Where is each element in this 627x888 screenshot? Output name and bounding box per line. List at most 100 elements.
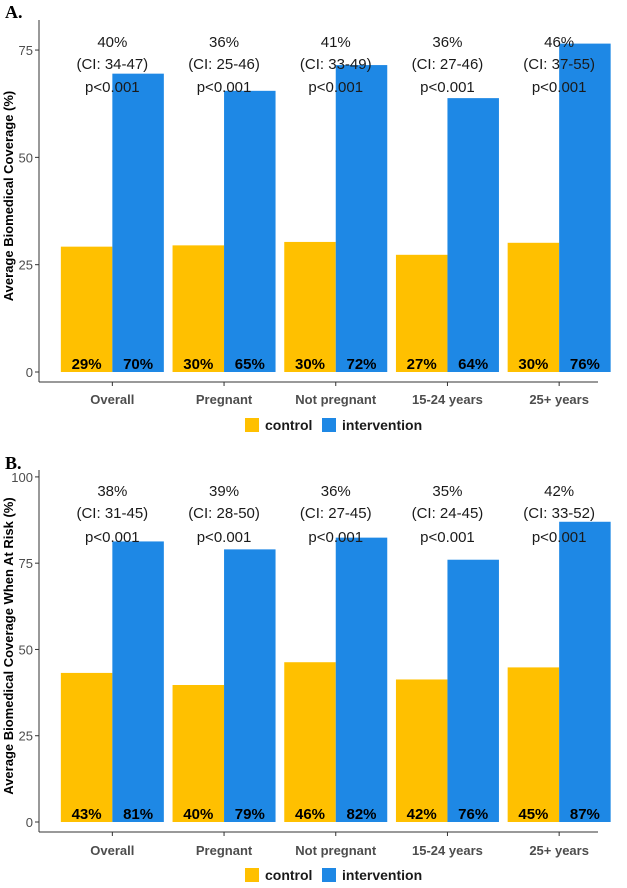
panel-a-chart: A. 0 25 50 75 Average Biomedical Coverage (%)…: [1, 2, 611, 433]
bar-value-label: 79%: [235, 806, 265, 823]
annotation-ci: (CI: 28-50): [188, 505, 260, 522]
x-tick-label: Not pregnant: [295, 843, 377, 858]
annotation-difference: 36%: [209, 34, 239, 51]
annotation-difference: 46%: [544, 34, 574, 51]
bar-value-label: 72%: [346, 356, 376, 373]
x-tick-label: Overall: [90, 392, 134, 407]
y-tick-label: 50: [19, 150, 33, 165]
bar-intervention-1: [224, 90, 276, 372]
bar-value-label: 46%: [295, 806, 325, 823]
bar-intervention-4: [559, 43, 611, 373]
bar-value-label: 76%: [570, 356, 600, 373]
y-tick-label: 75: [19, 556, 33, 571]
bar-value-label: 82%: [346, 806, 376, 823]
bar-control-3: [395, 254, 448, 372]
panel-a-label: A.: [5, 2, 23, 22]
annotation-p-value: p<0.001: [197, 79, 252, 96]
bar-value-label: 29%: [72, 356, 102, 373]
x-tick-label: 25+ years: [529, 843, 589, 858]
x-tick-label: 25+ years: [529, 392, 589, 407]
bar-control-1: [172, 245, 225, 372]
bar-intervention-2: [335, 537, 388, 822]
annotation-ci: (CI: 25-46): [188, 56, 260, 73]
bar-intervention-4: [559, 521, 611, 822]
annotation-ci: (CI: 37-55): [523, 56, 595, 73]
annotation-difference: 40%: [97, 34, 127, 51]
bar-control-2: [284, 662, 336, 822]
annotation-ci: (CI: 27-46): [412, 56, 484, 73]
annotation-difference: 42%: [544, 483, 574, 500]
bar-value-label: 40%: [183, 806, 213, 823]
x-tick-label: 15-24 years: [412, 392, 483, 407]
annotation-p-value: p<0.001: [85, 79, 140, 96]
y-tick-label: 0: [26, 815, 33, 830]
bar-value-label: 64%: [458, 356, 488, 373]
y-axis-title: Average Biomedical Coverage (%): [1, 91, 16, 301]
bar-intervention-3: [447, 98, 499, 372]
x-tick-label: Overall: [90, 843, 134, 858]
bar-intervention-2: [335, 65, 388, 372]
x-tick-label: Pregnant: [196, 392, 253, 407]
legend-swatch-intervention: [322, 868, 336, 882]
annotation-p-value: p<0.001: [532, 79, 587, 96]
annotation-p-value: p<0.001: [420, 79, 475, 96]
bar-intervention-3: [447, 559, 499, 822]
bar-control-4: [507, 242, 560, 372]
annotation-ci: (CI: 24-45): [412, 505, 484, 522]
bar-control-3: [395, 679, 448, 822]
annotation-p-value: p<0.001: [532, 529, 587, 546]
bar-value-label: 87%: [570, 806, 600, 823]
y-tick-label: 0: [26, 365, 33, 380]
bar-value-label: 43%: [72, 806, 102, 823]
annotation-p-value: p<0.001: [85, 529, 140, 546]
annotation-difference: 36%: [432, 34, 462, 51]
annotation-difference: 39%: [209, 483, 239, 500]
legend-label-control: control: [265, 867, 312, 883]
y-tick-label: 25: [19, 258, 33, 273]
legend-label-control: control: [265, 417, 312, 433]
annotation-p-value: p<0.001: [197, 529, 252, 546]
y-axis-title: Average Biomedical Coverage When At Risk…: [1, 497, 16, 794]
bar-value-label: 30%: [518, 356, 548, 373]
bar-control-2: [284, 241, 336, 372]
annotation-difference: 35%: [432, 483, 462, 500]
bar-value-label: 81%: [123, 806, 153, 823]
y-tick-label: 50: [19, 642, 33, 657]
annotation-ci: (CI: 33-52): [523, 505, 595, 522]
bar-control-1: [172, 684, 225, 822]
y-tick-label: 25: [19, 729, 33, 744]
annotation-ci: (CI: 27-45): [300, 505, 372, 522]
annotation-ci: (CI: 31-45): [76, 505, 148, 522]
bar-value-label: 45%: [518, 806, 548, 823]
bar-value-label: 65%: [235, 356, 265, 373]
panel-b-label: B.: [5, 453, 22, 473]
bar-control-0: [60, 246, 113, 372]
annotation-difference: 38%: [97, 483, 127, 500]
x-tick-label: Not pregnant: [295, 392, 377, 407]
annotation-difference: 36%: [321, 483, 351, 500]
legend: control intervention: [245, 867, 422, 883]
annotation-ci: (CI: 34-47): [76, 56, 148, 73]
bar-intervention-0: [112, 541, 164, 822]
bar-intervention-1: [224, 549, 276, 822]
legend-label-intervention: intervention: [342, 417, 422, 433]
bar-value-label: 70%: [123, 356, 153, 373]
bar-value-label: 30%: [295, 356, 325, 373]
x-tick-label: 15-24 years: [412, 843, 483, 858]
annotation-p-value: p<0.001: [308, 79, 363, 96]
y-tick-label: 75: [19, 43, 33, 58]
bar-intervention-0: [112, 73, 164, 372]
legend-swatch-control: [245, 868, 259, 882]
bar-value-label: 76%: [458, 806, 488, 823]
annotation-p-value: p<0.001: [308, 529, 363, 546]
bar-control-0: [60, 672, 113, 822]
y-tick-label: 100: [11, 470, 33, 485]
legend: control intervention: [245, 417, 422, 433]
annotation-p-value: p<0.001: [420, 529, 475, 546]
bar-control-4: [507, 667, 560, 822]
legend-label-intervention: intervention: [342, 867, 422, 883]
annotation-difference: 41%: [321, 34, 351, 51]
bar-value-label: 30%: [183, 356, 213, 373]
annotation-ci: (CI: 33-49): [300, 56, 372, 73]
